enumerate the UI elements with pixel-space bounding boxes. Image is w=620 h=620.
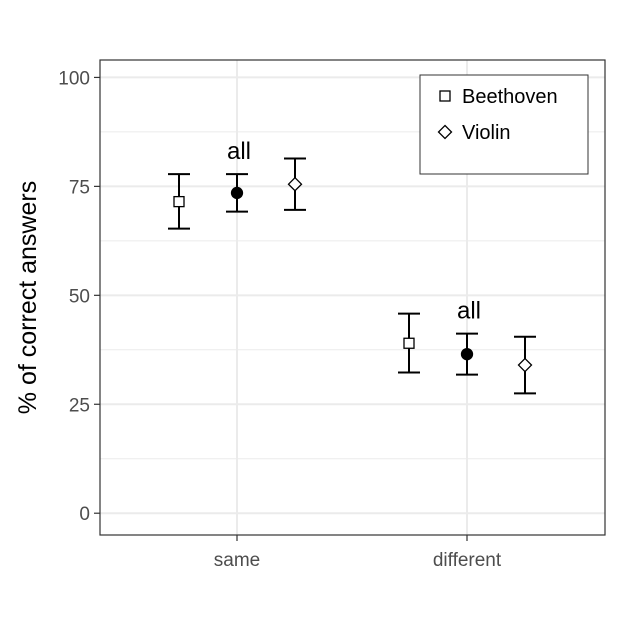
legend: Beethoven Violin <box>419 74 589 175</box>
y-tick-label-100: 100 <box>58 68 90 89</box>
annotation-1: all <box>457 298 481 325</box>
point-series-2-same <box>287 176 303 192</box>
y-tick-label-50: 50 <box>69 286 90 307</box>
legend-key-violin <box>437 124 453 140</box>
x-tick-label-same: same <box>214 550 260 571</box>
y-tick-label-75: 75 <box>69 177 90 198</box>
point-series-2-different <box>517 357 533 373</box>
y-axis-title: % of correct answers <box>14 181 42 414</box>
annotation-layer: all all <box>227 138 481 324</box>
marks-layer <box>168 157 536 395</box>
point-series-1-same <box>230 186 244 200</box>
annotation-0: all <box>227 138 251 165</box>
legend-label-beethoven: Beethoven <box>462 86 558 108</box>
point-series-1-different <box>460 348 474 361</box>
panel-border <box>99 59 606 536</box>
legend-key-beethoven <box>439 90 451 102</box>
ticks-layer: 0 25 50 75 100 same different <box>58 68 502 571</box>
point-series-0-different <box>403 337 415 349</box>
y-tick-label-0: 0 <box>79 504 90 525</box>
point-series-0-same <box>173 195 185 208</box>
legend-label-violin: Violin <box>462 122 511 144</box>
y-tick-label-25: 25 <box>69 395 90 416</box>
x-tick-label-different: different <box>433 550 502 571</box>
